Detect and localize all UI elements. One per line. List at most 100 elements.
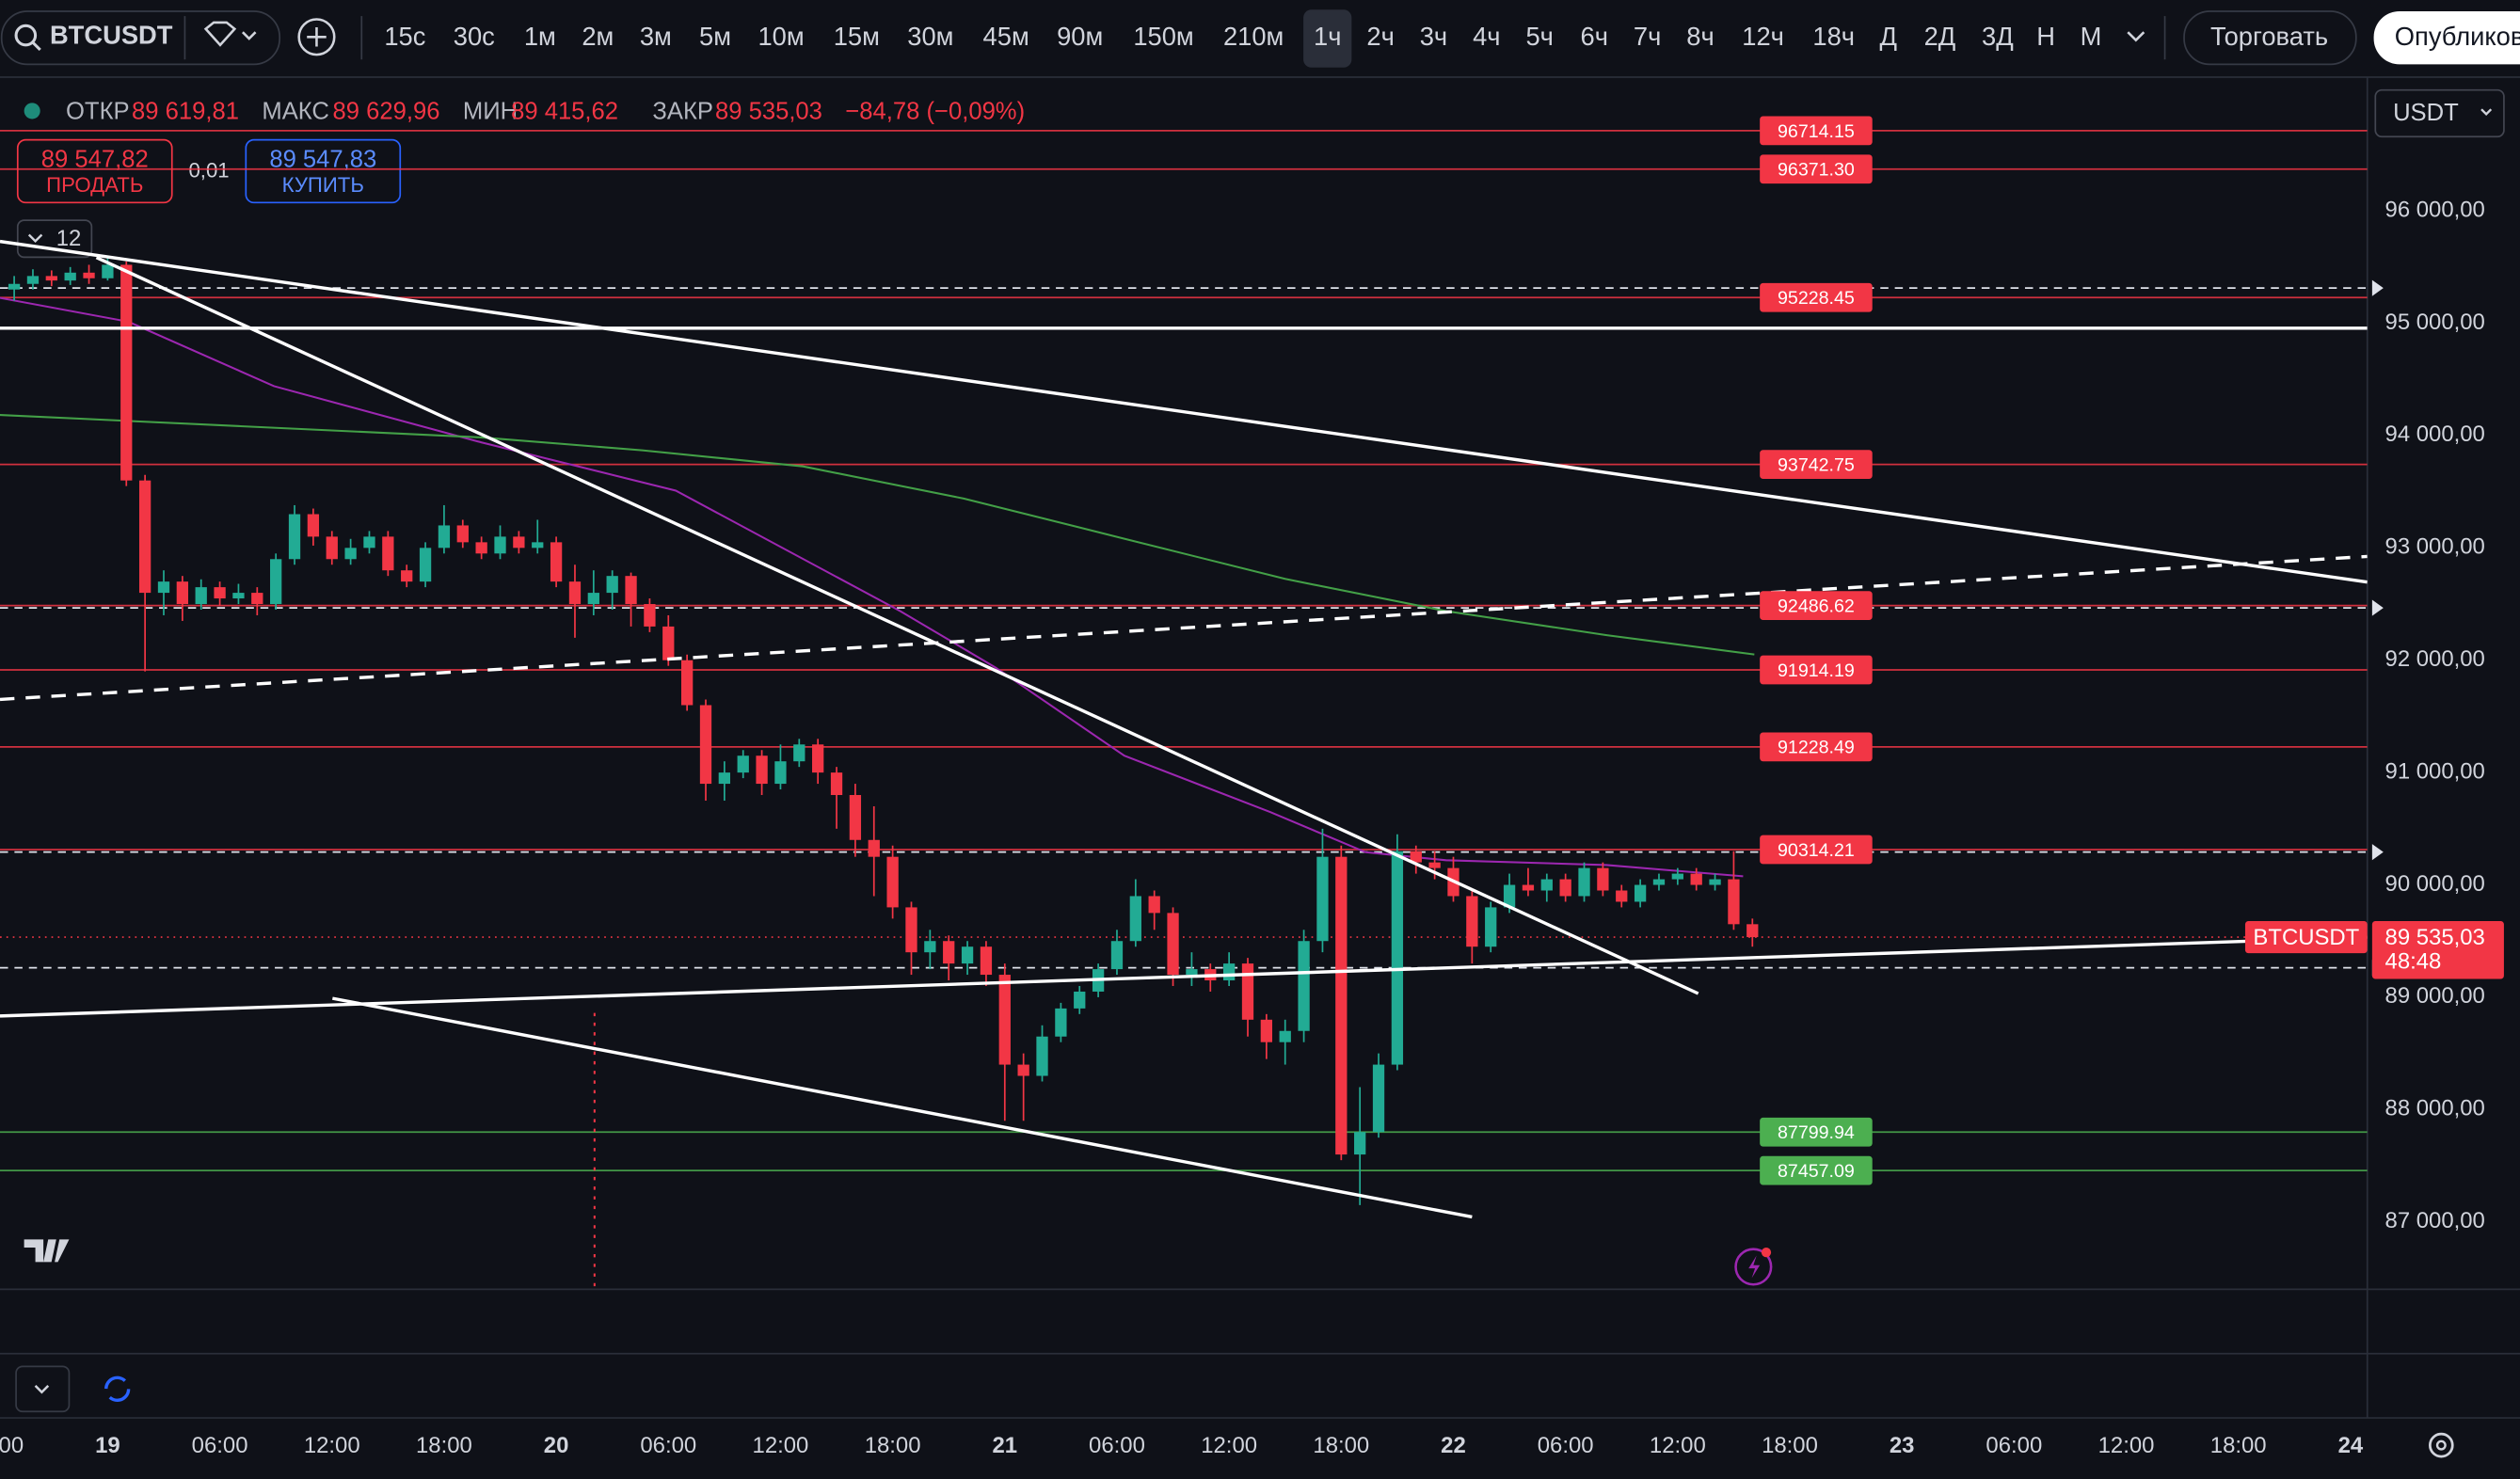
symbol[interactable]: BTCUSDT (50, 21, 173, 50)
interval-button[interactable]: 7ч (1634, 22, 1661, 51)
level-label: 92486.62 (1778, 596, 1855, 617)
interval-button[interactable]: 4ч (1473, 22, 1500, 51)
candle-body (1279, 1030, 1291, 1042)
ohlc-value: 89 619,81 (132, 98, 239, 124)
interval-button[interactable]: 8ч (1686, 22, 1714, 51)
x-tick-label: 18:00 (416, 1433, 472, 1458)
interval-button[interactable]: 18ч (1812, 22, 1855, 51)
interval-button[interactable]: 2Д (1924, 22, 1956, 51)
countdown: 48:48 (2385, 949, 2442, 975)
candle-body (1372, 1064, 1385, 1133)
interval-button[interactable]: 45м (983, 22, 1029, 51)
ray-arrow (2371, 279, 2384, 296)
symbol-search[interactable] (0, 10, 281, 66)
interval-button[interactable]: 210м (1223, 22, 1284, 51)
chevron (2480, 108, 2493, 117)
interval-menu[interactable] (2127, 31, 2145, 42)
candle-body (195, 587, 207, 605)
candle-body (475, 542, 487, 554)
candle-body (1503, 884, 1516, 908)
x-tick-label: 06:00 (1089, 1433, 1145, 1458)
candle-body (849, 795, 862, 840)
candle-body (718, 772, 731, 785)
interval-button[interactable]: Н (2036, 22, 2055, 51)
chevron[interactable] (241, 31, 257, 40)
interval-button[interactable]: 90м (1057, 22, 1103, 51)
interval-button[interactable]: 3Д (1982, 22, 2014, 51)
add-button[interactable] (297, 18, 336, 56)
interval-button[interactable]: 3ч (1420, 22, 1447, 51)
candle-body (1410, 851, 1422, 863)
trend-line (0, 239, 2368, 584)
level-label: 96371.30 (1778, 160, 1855, 181)
x-tick-label: 19 (95, 1433, 120, 1458)
interval-button[interactable]: 15с (384, 22, 425, 51)
settings-icon[interactable] (2428, 1432, 2454, 1458)
y-tick-label: 95 000,00 (2385, 310, 2485, 335)
currency[interactable]: USDT (2393, 100, 2459, 126)
interval-button[interactable]: М (2081, 22, 2102, 51)
y-tick-label: 93 000,00 (2385, 534, 2485, 560)
interval-button[interactable]: 1м (524, 22, 556, 51)
y-tick-label: 90 000,00 (2385, 871, 2485, 897)
interval-button[interactable]: 5м (699, 22, 731, 51)
candle-body (64, 272, 76, 281)
interval-button[interactable]: 150м (1133, 22, 1193, 51)
candle-body (1298, 941, 1310, 1031)
candle-body (1634, 884, 1647, 902)
candle-body (568, 581, 582, 605)
sell-button[interactable] (16, 138, 173, 204)
interval-button[interactable]: 15м (834, 22, 880, 51)
candle-body (1036, 1036, 1048, 1076)
candle-body (662, 626, 675, 660)
interval-button[interactable]: 3м (640, 22, 672, 51)
candle-body (774, 761, 787, 785)
candle-body (1354, 1132, 1366, 1155)
level-label-bg (1760, 1117, 1873, 1147)
candle-body (587, 593, 599, 605)
candle-body (419, 548, 432, 582)
candle-body (1709, 879, 1721, 885)
interval-button[interactable]: 5ч (1525, 22, 1553, 51)
trade-button-label[interactable]: Торговать (2210, 22, 2328, 51)
publish-button[interactable] (2373, 10, 2520, 65)
candle-body (1578, 867, 1590, 897)
x-tick-label: 06:00 (640, 1433, 696, 1458)
candle-body (998, 975, 1011, 1065)
trade-button[interactable] (2183, 10, 2357, 66)
alert-icon[interactable] (1734, 1248, 1773, 1286)
collapse-button[interactable] (15, 1365, 71, 1413)
ui-layer: 15с 30с 1м 2м 3м 5м 10м 15м 30м 45м 90м 150м 210м 1ч 2… (66, 9, 2504, 1185)
sell-label[interactable]: ПРОДАТЬ (46, 173, 143, 197)
symbol-tag-bg (2244, 920, 2368, 954)
candle-body (1597, 867, 1609, 891)
x-tick-label: 20 (544, 1433, 569, 1458)
symbol-tag: BTCUSDT (2253, 925, 2359, 950)
search-icon (14, 24, 38, 47)
interval-button[interactable]: Д (1880, 22, 1898, 51)
interval-button[interactable]: 1ч (1314, 22, 1341, 51)
interval-button[interactable]: 2ч (1366, 22, 1394, 51)
interval-button[interactable]: 2м (582, 22, 614, 51)
currency-select[interactable] (2374, 88, 2505, 138)
publish-button-label[interactable]: Опубликовать (2395, 22, 2520, 51)
candle-body (532, 542, 544, 549)
premium-icon[interactable] (203, 21, 237, 47)
buy-button[interactable] (245, 138, 402, 204)
interval-button[interactable]: 12ч (1742, 22, 1784, 51)
interval-button[interactable]: 30м (907, 22, 953, 51)
candle-body (868, 839, 880, 857)
interval-button[interactable]: 30с (454, 22, 495, 51)
interval-button[interactable]: 10м (758, 22, 804, 51)
buy-label[interactable]: КУПИТЬ (282, 173, 364, 197)
level-label: 93742.75 (1778, 455, 1855, 476)
interval-button[interactable]: 6ч (1581, 22, 1608, 51)
candle-body (138, 480, 152, 594)
candle-body (1616, 890, 1628, 902)
candle-body (270, 559, 282, 605)
moving-average (0, 414, 1755, 656)
indicator-count[interactable]: 12 (56, 226, 82, 251)
